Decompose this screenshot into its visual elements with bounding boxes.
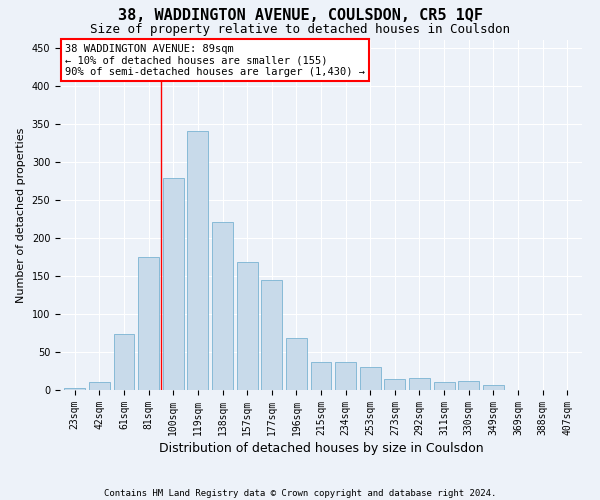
Bar bbox=[483, 386, 504, 390]
Bar bbox=[360, 367, 381, 390]
Bar bbox=[236, 262, 257, 390]
Bar bbox=[212, 222, 233, 390]
Text: 38 WADDINGTON AVENUE: 89sqm
← 10% of detached houses are smaller (155)
90% of se: 38 WADDINGTON AVENUE: 89sqm ← 10% of det… bbox=[65, 44, 365, 76]
Bar bbox=[409, 378, 430, 390]
Bar bbox=[64, 388, 85, 390]
Bar bbox=[138, 257, 159, 390]
Bar bbox=[163, 178, 184, 390]
Text: Size of property relative to detached houses in Coulsdon: Size of property relative to detached ho… bbox=[90, 22, 510, 36]
Text: 38, WADDINGTON AVENUE, COULSDON, CR5 1QF: 38, WADDINGTON AVENUE, COULSDON, CR5 1QF bbox=[118, 8, 482, 22]
Bar bbox=[458, 381, 479, 390]
Bar bbox=[113, 334, 134, 390]
Bar bbox=[286, 338, 307, 390]
Bar bbox=[89, 382, 110, 390]
Bar bbox=[335, 362, 356, 390]
Bar bbox=[311, 362, 331, 390]
Bar bbox=[385, 378, 406, 390]
Bar bbox=[187, 132, 208, 390]
X-axis label: Distribution of detached houses by size in Coulsdon: Distribution of detached houses by size … bbox=[158, 442, 484, 455]
Bar bbox=[261, 280, 282, 390]
Text: Contains HM Land Registry data © Crown copyright and database right 2024.: Contains HM Land Registry data © Crown c… bbox=[104, 488, 496, 498]
Bar bbox=[434, 382, 455, 390]
Y-axis label: Number of detached properties: Number of detached properties bbox=[16, 128, 26, 302]
